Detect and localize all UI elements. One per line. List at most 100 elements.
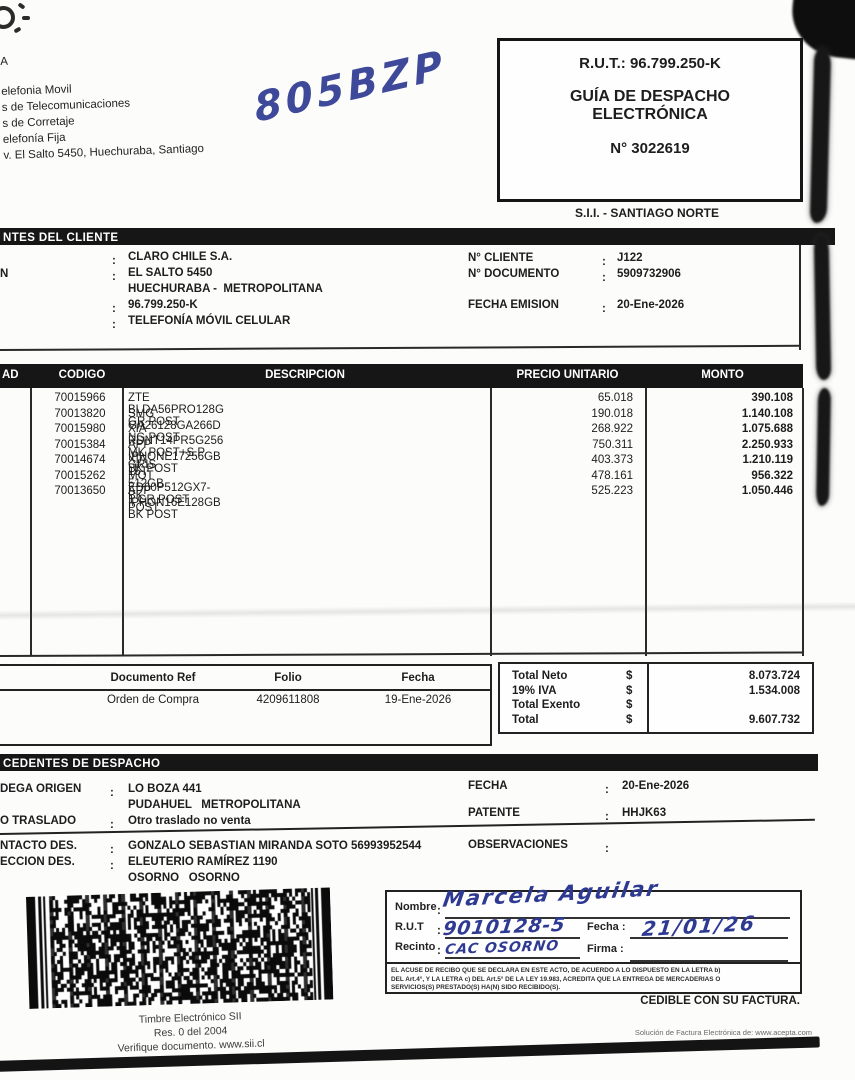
ref-header-folio: Folio [274,672,302,684]
client-box-border [799,245,801,350]
item-descripcion: XIA RDNT14PR5G256 MK POST+S.P. GRIS [128,423,224,471]
item-monto: 956.322 [751,469,793,482]
rut-line [445,937,580,939]
handwritten-plate-annotation: 805BZP [252,41,449,132]
item-monto: 1.210.119 [742,454,793,466]
totals-box: Total Neto $ 8.073.724 19% IVA $ 1.534.0… [498,662,814,734]
item-descripcion: SMG GA26128GA266D NG POST [128,407,221,444]
item-codigo: 70015980 [54,423,106,435]
colon [605,839,609,857]
item-codigo: 70013820 [54,407,106,420]
col-cantidad-fragment: AD [2,369,19,381]
item-monto: 1.075.688 [741,423,793,435]
item-monto: 1.140.108 [741,407,793,420]
pdf417-barcode-icon [26,887,334,1009]
currency-sign: $ [626,670,633,682]
col-precio: PRECIO UNITARIO [516,369,619,381]
traslado-label-fragment: O TRASLADO [0,815,77,827]
item-descripcion: APP IPHONE17256GB BK POST [128,438,221,475]
currency-sign: $ [626,699,633,711]
item-descripcion: MOT ED60P512GX7-1 GR POST [128,469,211,506]
sender-block: A elefonia Movil s de Telecomunicaciones… [0,49,204,166]
dispatch-section-bar: CEDENTES DE DESPACHO [0,754,818,771]
client-label-fragment: N [0,268,9,280]
recinto-label: Recinto [395,941,436,953]
bodega-value2: PUDAHUEL METROPOLITANA [128,799,301,811]
item-precio: 478.161 [591,469,633,482]
client-address2: HUECHURABA - METROPOLITANA [128,283,323,295]
totals-divider [647,664,649,732]
rut-label: R.U.T [395,921,424,933]
client-field-label: FECHA EMISION [468,299,559,311]
sii-office-label: S.I.I. - SANTIAGO NORTE [574,206,719,220]
logo-ray-icon [22,16,30,20]
col-monto: MONTO [701,369,744,381]
table-border [645,388,647,656]
firma-line [630,960,788,962]
stamp-caption: Timbre Electrónico SII Res. 0 del 2004 V… [50,1006,331,1058]
total-label: 19% IVA [512,684,557,697]
nombre-line [445,917,790,919]
dispatch-fecha-label: FECHA [468,780,508,792]
sii-stamp-barcode [26,887,334,1013]
item-monto: 2.250.933 [741,438,793,451]
item-monto: 1.050.446 [741,485,793,497]
handwritten-recinto: CAC OSORNO [443,937,561,959]
total-label: Total Neto [512,670,568,682]
ref-header-underline [0,689,490,691]
currency-sign: $ [626,713,633,726]
item-codigo: 70014674 [54,454,106,466]
legal-notice: EL ACUSE DE RECIBO QUE SE DECLARA EN EST… [387,962,800,992]
colon [605,780,609,798]
doc-type-line2: ELECTRÓNICA [592,106,708,123]
colon [437,901,441,919]
table-border [490,388,492,656]
handwritten-rut: 9010128-5 [441,913,568,941]
patente-value: HHJK63 [622,807,667,819]
logo-ray-icon [13,26,22,34]
direccion-value: ELEUTERIO RAMÍREZ 1190 [128,856,278,868]
sender-logo-fragment-icon [0,6,15,29]
table-border [30,388,32,656]
footer-provider-label: Solución de Factura Electrónica de: www.… [634,1028,812,1037]
ref-header-doc: Documento Ref [110,672,196,684]
legal-line: DEL Art.4°, Y LA LETRA c) DEL Art.5° DE … [391,975,721,983]
item-precio: 190.018 [591,407,633,420]
dispatch-divider [0,818,815,835]
client-field-label: N° CLIENTE [468,252,534,264]
client-section-title: NTES DEL CLIENTE [3,232,119,244]
item-codigo: 70015384 [54,438,106,451]
logo-ray-icon [17,2,26,10]
receipt-signature-box: Nombre R.U.T Recinto Fecha : Firma : Mar… [385,876,802,994]
colon [602,268,606,286]
total-value: 8.073.724 [748,670,800,682]
client-rut: 96.799.250-K [128,299,198,311]
bodega-value: LO BOZA 441 [128,783,202,795]
total-value: 9.607.732 [748,713,800,726]
cedible-label: CEDIBLE CON SU FACTURA. [640,995,800,1007]
doc-type-line1: GUÍA DE DESPACHO [569,88,730,105]
rut-document-box: R.U.T.: 96.799.250-K GUÍA DE DESPACHO EL… [497,38,803,202]
total-label: Total [512,713,539,726]
total-label: Total Exento [512,699,581,711]
ref-doc: Orden de Compra [106,694,200,706]
item-codigo: 70015262 [54,469,106,482]
item-codigo: 70015966 [54,392,106,404]
doc-number: N° 3022619 [610,140,690,157]
table-border [802,388,804,656]
client-giro: TELEFONÍA MÓVIL CELULAR [128,315,291,327]
firma-label: Firma : [587,943,624,955]
item-monto: 390.108 [751,392,793,404]
client-field-value: 20-Ene-2026 [617,299,685,311]
item-descripcion: ZTE BLDA56PRO128G GR POST [128,392,224,428]
item-descripcion: XIA 15T 512GB BK POST [128,454,164,514]
dispatch-fecha-value: 20-Ene-2026 [622,780,690,792]
colon [112,267,116,285]
colon [605,807,609,825]
fecha-label: Fecha : [587,921,626,933]
ref-header-fecha: Fecha [401,672,435,684]
currency-sign: $ [626,684,633,697]
handwritten-nombre: Marcela Aguilar [441,876,661,912]
nombre-label: Nombre [395,901,437,913]
